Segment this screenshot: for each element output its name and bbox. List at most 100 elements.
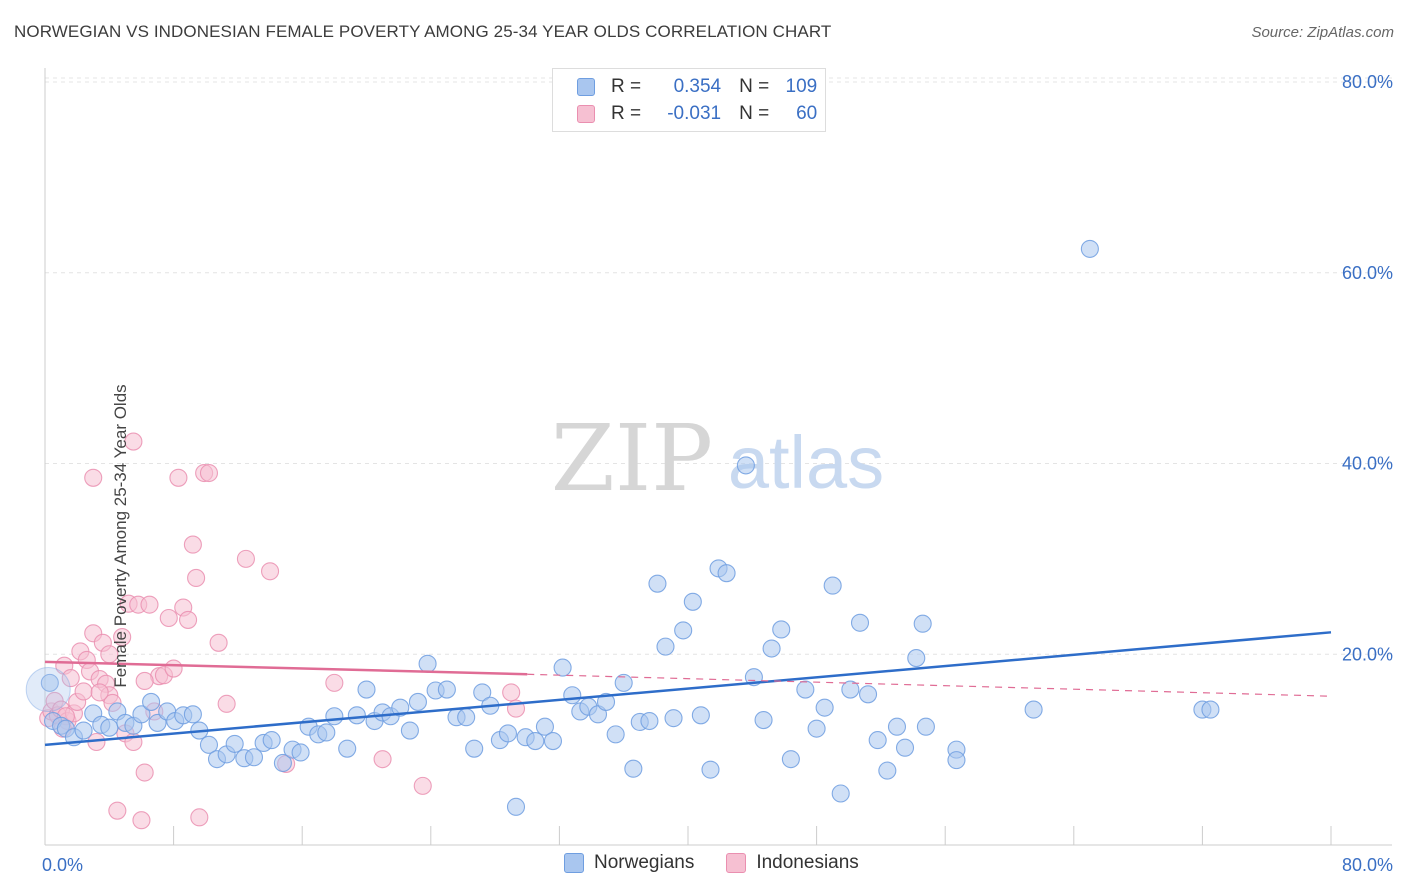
correlation-legend: R = 0.354 N = 109 R = -0.031 N = 60	[552, 68, 826, 132]
data-point-norwegians	[100, 718, 119, 737]
legend-swatch-norwegians	[564, 853, 584, 873]
legend-label-indonesians: Indonesians	[756, 852, 859, 873]
data-point-indonesians	[159, 608, 178, 628]
data-point-norwegians	[648, 574, 667, 593]
legend-r-label: R =	[611, 103, 642, 124]
data-point-norwegians	[291, 743, 310, 762]
legend-swatch-indonesians	[577, 105, 595, 123]
data-point-norwegians	[535, 717, 554, 736]
data-point-norwegians	[916, 717, 935, 736]
data-point-norwegians	[831, 784, 850, 803]
data-point-norwegians	[796, 680, 815, 699]
data-point-indonesians	[132, 811, 151, 830]
data-point-norwegians	[596, 692, 616, 711]
data-point-indonesians	[84, 468, 103, 487]
data-point-norwegians	[850, 613, 870, 632]
series-norwegians-points	[25, 239, 1220, 816]
x-tick-label: 0.0%	[42, 855, 83, 875]
data-point-indonesians	[135, 763, 154, 782]
legend-n-value: 109	[785, 76, 818, 97]
data-point-norwegians	[563, 686, 582, 705]
data-point-norwegians	[815, 698, 834, 717]
y-axis-label-wrap: Female Poverty Among 25-34 Year Olds	[111, 351, 131, 687]
data-point-norwegians	[701, 760, 720, 779]
data-point-indonesians	[169, 468, 188, 487]
data-point-norwegians	[683, 592, 702, 611]
data-point-norwegians	[887, 717, 907, 736]
data-point-indonesians	[199, 463, 219, 483]
data-point-norwegians	[338, 739, 357, 758]
legend-swatch-norwegians	[577, 78, 595, 96]
legend-r-value: -0.031	[667, 103, 722, 124]
data-point-norwegians	[736, 456, 755, 475]
data-point-indonesians	[108, 801, 127, 820]
data-point-indonesians	[190, 808, 209, 827]
data-point-norwegians	[457, 708, 476, 727]
axes	[44, 68, 1392, 846]
legend-swatch-indonesians	[726, 853, 747, 873]
data-point-norwegians	[664, 709, 683, 728]
data-point-indonesians	[413, 776, 432, 795]
legend-item-indonesians: Indonesians	[726, 852, 859, 874]
data-point-norwegians	[473, 683, 492, 702]
data-point-norwegians	[391, 698, 410, 717]
data-point-norwegians	[841, 680, 860, 699]
data-point-norwegians	[858, 685, 878, 704]
legend-n-value: 60	[796, 103, 818, 124]
y-tick-label: 20.0%	[1342, 644, 1393, 664]
y-tick-label: 60.0%	[1342, 263, 1393, 283]
data-point-norwegians	[947, 751, 966, 770]
data-point-norwegians	[640, 711, 659, 731]
data-point-norwegians	[823, 576, 842, 595]
data-point-norwegians	[225, 734, 244, 753]
data-point-norwegians	[553, 658, 572, 677]
data-point-norwegians	[408, 692, 427, 711]
data-point-norwegians	[498, 724, 518, 743]
data-point-indonesians	[183, 535, 202, 554]
data-point-indonesians	[61, 669, 80, 688]
data-point-norwegians	[317, 723, 336, 742]
data-point-norwegians	[199, 735, 219, 754]
data-point-norwegians	[526, 731, 545, 751]
data-point-norwegians	[772, 620, 791, 639]
data-point-indonesians	[164, 659, 183, 678]
data-point-norwegians	[418, 654, 437, 673]
data-point-norwegians	[717, 564, 736, 583]
data-point-norwegians	[244, 748, 264, 767]
data-point-indonesians	[124, 432, 143, 451]
data-point-indonesians	[74, 682, 93, 701]
data-point-norwegians	[357, 680, 376, 699]
data-point-norwegians	[614, 673, 633, 692]
data-point-norwegians	[691, 706, 710, 725]
legend-row-norwegians: R = 0.354 N = 109	[577, 75, 817, 99]
data-point-indonesians	[325, 673, 344, 692]
legend-r-value: 0.354	[673, 76, 722, 97]
data-point-norwegians	[142, 692, 161, 711]
watermark: ZIP atlas	[551, 405, 884, 512]
data-point-norwegians	[183, 705, 202, 724]
data-point-indonesians	[113, 628, 132, 647]
x-tick-label: 80.0%	[1342, 855, 1393, 875]
data-point-norwegians	[1201, 700, 1220, 719]
data-point-indonesians	[236, 549, 255, 568]
data-point-norwegians	[762, 639, 781, 658]
data-point-norwegians	[781, 750, 800, 769]
data-point-norwegians	[907, 649, 926, 668]
data-point-indonesians	[187, 568, 206, 588]
data-point-norwegians-cluster	[25, 667, 71, 713]
y-tick-label: 80.0%	[1342, 72, 1393, 92]
data-point-norwegians	[1080, 239, 1099, 258]
data-point-indonesians	[502, 683, 521, 702]
trend-line-norwegians	[44, 631, 1332, 747]
data-point-indonesians	[373, 750, 392, 769]
data-point-norwegians	[606, 725, 625, 744]
data-point-norwegians	[74, 721, 93, 740]
data-point-norwegians	[132, 705, 151, 724]
data-point-indonesians	[217, 694, 236, 713]
data-point-indonesians	[90, 683, 109, 702]
data-point-indonesians	[179, 610, 198, 629]
data-point-norwegians	[437, 680, 456, 699]
data-point-norwegians	[895, 738, 915, 757]
data-point-indonesians	[209, 633, 228, 652]
